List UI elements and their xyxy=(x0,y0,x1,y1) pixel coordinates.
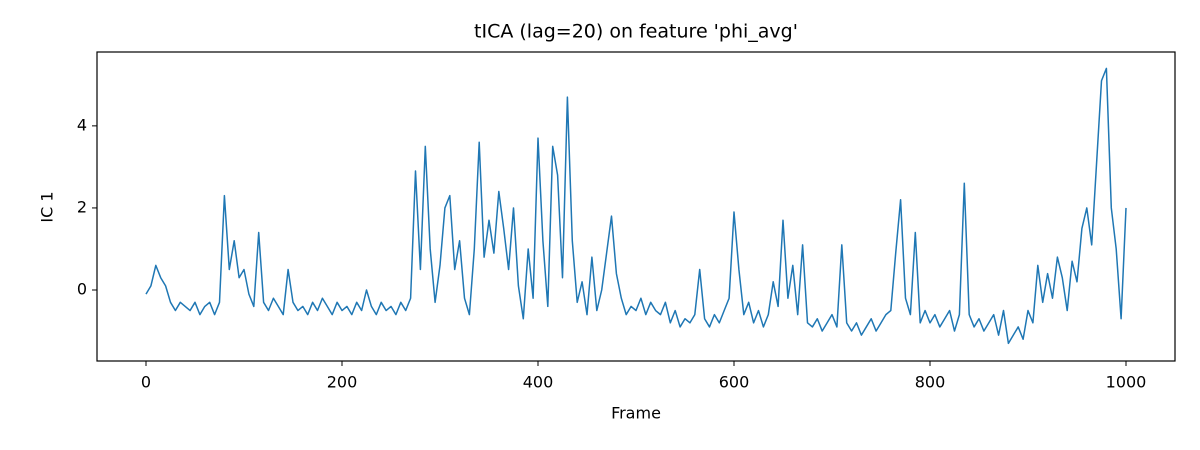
x-tick-label: 800 xyxy=(915,373,946,392)
data-line xyxy=(145,67,1127,345)
y-tick-label: 0 xyxy=(77,280,87,299)
x-tick-label: 0 xyxy=(141,373,151,392)
x-tick-label: 200 xyxy=(327,373,358,392)
chart-title: tICA (lag=20) on feature 'phi_avg' xyxy=(474,21,798,43)
y-tick-label: 4 xyxy=(77,115,87,134)
y-axis-label: IC 1 xyxy=(38,191,57,222)
x-tick-label: 1000 xyxy=(1106,373,1147,392)
plot-frame xyxy=(96,51,1176,362)
y-tick-label: 2 xyxy=(77,197,87,216)
x-tick-label: 400 xyxy=(523,373,554,392)
x-tick-label: 600 xyxy=(719,373,750,392)
x-axis-label: Frame xyxy=(611,404,661,423)
